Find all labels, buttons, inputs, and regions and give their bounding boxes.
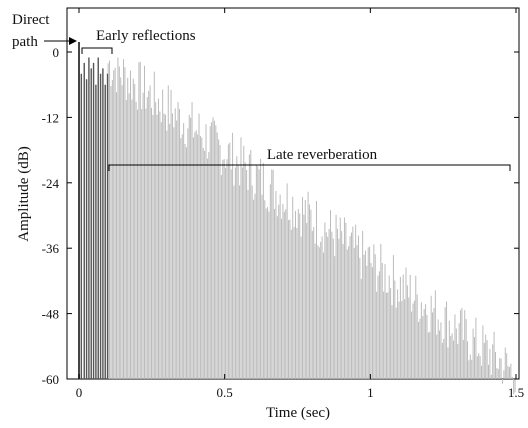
- y-tick-label: 0: [53, 45, 60, 60]
- x-tick-label: 1.5: [508, 385, 524, 400]
- y-tick-label: -48: [42, 307, 59, 322]
- late-reverberation-bars: [107, 57, 516, 395]
- direct-path-label-line2: path: [12, 34, 38, 50]
- y-tick-label: -60: [42, 372, 59, 387]
- early-reflection-bars: [78, 42, 109, 379]
- x-tick-label: 0.5: [217, 385, 233, 400]
- late-reverberation-label: Late reverberation: [267, 147, 378, 163]
- y-axis-title: Amplitude (dB): [16, 146, 32, 241]
- axis-ticks: 0 -12 -24 -36 -48 -60 0 0.5 1 1.5: [42, 8, 524, 400]
- direct-path-label-line1: Direct: [12, 12, 50, 28]
- x-tick-label: 0: [76, 385, 83, 400]
- early-reflections-label: Early reflections: [96, 28, 196, 44]
- y-tick-label: -12: [42, 110, 59, 125]
- x-tick-label: 1: [367, 385, 374, 400]
- y-tick-label: -24: [42, 176, 60, 191]
- x-axis-title: Time (sec): [266, 405, 330, 421]
- y-tick-label: -36: [42, 241, 60, 256]
- early-reflections-bracket: [81, 47, 113, 54]
- late-reverberation-bracket: [108, 164, 511, 171]
- direct-path-arrowhead: [69, 37, 77, 45]
